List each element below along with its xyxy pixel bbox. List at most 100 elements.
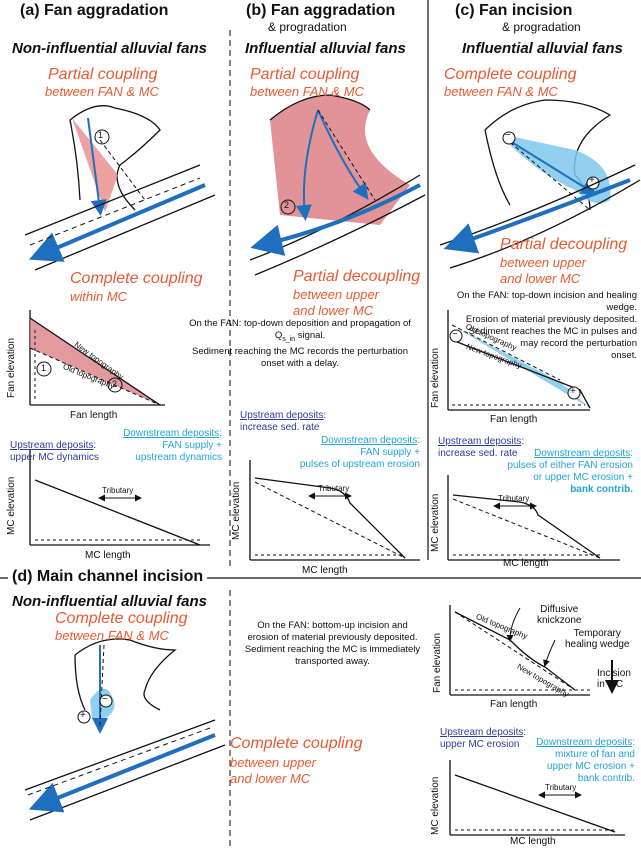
panel-d-coupling-top-sub: between FAN & MC bbox=[55, 628, 169, 643]
panel-a-note-line3: onset with a delay. bbox=[261, 357, 339, 369]
panel-a-downstream-label: Downstream deposits bbox=[123, 428, 220, 439]
panel-a-profile-xlabel: Fan length bbox=[70, 410, 118, 421]
panel-d-note: On the FAN: bottom-up incision and erosi… bbox=[235, 620, 430, 668]
panel-a-fan-map bbox=[24, 105, 216, 271]
panel-c-note-line4: may record the perturbation bbox=[520, 338, 637, 349]
panel-c-coupling-bottom: Partial decoupling bbox=[500, 236, 628, 253]
panel-b-fan-type: Influential alluvial fans bbox=[245, 40, 406, 57]
panel-c-profile-xlabel: Fan length bbox=[490, 414, 538, 425]
panel-d-map-plus: + bbox=[80, 710, 86, 721]
panel-b-title: (b) Fan aggradation bbox=[246, 2, 396, 19]
panel-a-profile-ylabel: Fan elevation bbox=[6, 337, 17, 398]
panel-a-upstream-label: Upstream deposits bbox=[10, 440, 94, 451]
panel-d-downstream: Downstream deposits: mixture of fan and … bbox=[536, 737, 635, 784]
panel-b-mc-ylabel: MC elevation bbox=[231, 481, 242, 540]
panel-c-note: On the FAN: top-down incision and healin… bbox=[435, 290, 637, 362]
panel-a-mc-profile bbox=[29, 450, 210, 546]
panel-b-subtitle: & progradation bbox=[268, 20, 347, 34]
panel-a-coupling-bottom: Complete coupling bbox=[70, 270, 203, 287]
panel-d-healing-2: healing wedge bbox=[565, 639, 630, 650]
panel-a-note-sub: s_in bbox=[282, 335, 296, 343]
panel-d-note-line1: On the FAN: bottom-up incision and bbox=[257, 620, 408, 631]
panel-d-map-minus: − bbox=[102, 694, 108, 705]
panel-c-fan-type: Influential alluvial fans bbox=[462, 40, 623, 57]
panel-c-subtitle: & progradation bbox=[502, 20, 581, 34]
panel-d-downstream-text-3: bank contrib. bbox=[577, 773, 635, 784]
panel-a-profile-marker-1: 1 bbox=[41, 363, 47, 373]
panel-a-downstream: Downstream deposits: FAN supply + upstre… bbox=[123, 428, 222, 463]
panel-d-downstream-label: Downstream deposits bbox=[536, 737, 633, 748]
panel-a-tributary: Tributary bbox=[102, 486, 134, 495]
panel-a-title: (a) Fan aggradation bbox=[20, 2, 169, 19]
panel-c-profile-ylabel: Fan elevation bbox=[430, 347, 441, 408]
panel-d-downstream-text-2: upper MC erosion + bbox=[546, 761, 635, 772]
panel-c-mc-ylabel: MC elevation bbox=[430, 493, 441, 552]
panel-c-note-line5: onset. bbox=[611, 350, 637, 361]
panel-d-healing-wedge: Temporary healing wedge bbox=[565, 628, 630, 650]
panel-a-profile-marker-2: 2 bbox=[112, 379, 118, 389]
panel-d-incision-1: Incision bbox=[597, 668, 631, 679]
panel-a-downstream-text-1: FAN supply + bbox=[162, 440, 222, 451]
panel-b-tributary: Tributary bbox=[318, 484, 350, 493]
panel-a-map-marker-1: 1 bbox=[98, 130, 104, 140]
panel-d-note-line3: Sediment reaching the MC is immediately bbox=[244, 644, 421, 655]
panel-b-coupling-bottom: Partial decoupling bbox=[293, 268, 421, 285]
panel-b-downstream: Downstream deposits: FAN supply + pulses… bbox=[299, 435, 420, 470]
panel-d-healing-1: Temporary bbox=[573, 628, 621, 639]
panel-a-downstream-text-2: upstream dynamics bbox=[135, 452, 222, 463]
panel-c-downstream-text-2: or upper MC erosion + bbox=[533, 472, 633, 483]
panel-d-mc-profile bbox=[449, 760, 625, 836]
panel-d-profile-xlabel: Fan length bbox=[490, 699, 538, 710]
panel-c-note-line1: On the FAN: top-down incision and healin… bbox=[456, 290, 637, 313]
panel-a-profile bbox=[29, 310, 165, 406]
panel-b-upstream-label: Upstream deposits bbox=[240, 410, 324, 421]
panel-d-profile-ylabel: Fan elevation bbox=[432, 632, 443, 693]
panel-d-coupling-bottom-sub-1: between upper bbox=[230, 755, 317, 770]
panel-b-mc-profile bbox=[249, 460, 420, 561]
panel-c-upstream: Upstream deposits: increase sed. rate bbox=[438, 436, 525, 459]
panel-d-note-line4: transported away. bbox=[295, 656, 370, 667]
panel-d-diffusive-2: knickzone bbox=[537, 615, 582, 626]
panel-a-upstream-text: upper MC dynamics bbox=[10, 452, 99, 463]
panel-a-note-line1-end: signal. bbox=[295, 330, 326, 341]
panel-d-mc-xlabel: MC length bbox=[510, 836, 556, 847]
panel-c-note-line3: Sediment reaches the MC in pulses and bbox=[468, 326, 637, 337]
panel-c-coupling-bottom-sub-1: between upper bbox=[500, 255, 587, 270]
panel-b-downstream-text-2: pulses of upstream erosion bbox=[299, 459, 420, 470]
panel-b-upstream-text: increase sed. rate bbox=[240, 422, 320, 433]
panel-d-profile bbox=[449, 605, 619, 696]
panel-d-title: (d) Main channel incision bbox=[8, 568, 208, 586]
panel-c-upstream-label: Upstream deposits bbox=[438, 436, 522, 447]
panel-d-coupling-bottom: Complete coupling bbox=[230, 735, 363, 752]
panel-d-tributary: Tributary bbox=[545, 783, 577, 792]
panel-d-coupling-top: Complete coupling bbox=[55, 610, 188, 627]
panel-b-mc-xlabel: MC length bbox=[302, 565, 348, 576]
panel-c-title: (c) Fan incision bbox=[455, 2, 573, 19]
panel-c-mc-profile bbox=[447, 475, 620, 561]
panel-b-upstream: Upstream deposits: increase sed. rate bbox=[240, 410, 327, 433]
panel-a-coupling-bottom-sub: within MC bbox=[70, 289, 128, 304]
panel-d-fan-map bbox=[24, 638, 226, 821]
panel-c-note-line2: Erosion of material previously deposited… bbox=[465, 314, 637, 325]
panel-a-note: On the FAN: top-down deposition and prop… bbox=[180, 318, 420, 370]
panel-d-incision-2: in MC bbox=[597, 679, 624, 690]
panel-b-coupling-bottom-sub-2: and lower MC bbox=[293, 303, 374, 318]
panel-b-downstream-label: Downstream deposits bbox=[321, 435, 418, 446]
panel-b-fan-map bbox=[249, 94, 426, 276]
panel-d-mc-ylabel: MC elevation bbox=[430, 776, 441, 835]
panel-d-diffusive-knickzone: Diffusive knickzone bbox=[537, 604, 581, 626]
panel-b-map-marker: 2 bbox=[284, 200, 290, 210]
panel-d-note-line2: erosion of material previously deposited… bbox=[247, 632, 418, 643]
panel-a-upstream: Upstream deposits: upper MC dynamics bbox=[10, 440, 99, 463]
panel-c-coupling-top-sub: between FAN & MC bbox=[444, 84, 558, 99]
panel-c-downstream-text-3: bank contrib. bbox=[570, 484, 633, 495]
panel-c-map-plus: + bbox=[589, 175, 595, 186]
panel-c-downstream: Downstream deposits: pulses of either FA… bbox=[507, 448, 633, 495]
panel-a-coupling-top: Partial coupling bbox=[48, 66, 158, 83]
panel-c-profile-plus: + bbox=[570, 386, 576, 397]
panel-d-fan-type: Non-influential alluvial fans bbox=[12, 593, 208, 610]
panel-d-upstream-label: Upstream deposits bbox=[440, 727, 524, 738]
panel-c-upstream-text: increase sed. rate bbox=[438, 448, 518, 459]
panel-a-fan-type: Non-influential alluvial fans bbox=[12, 40, 208, 57]
